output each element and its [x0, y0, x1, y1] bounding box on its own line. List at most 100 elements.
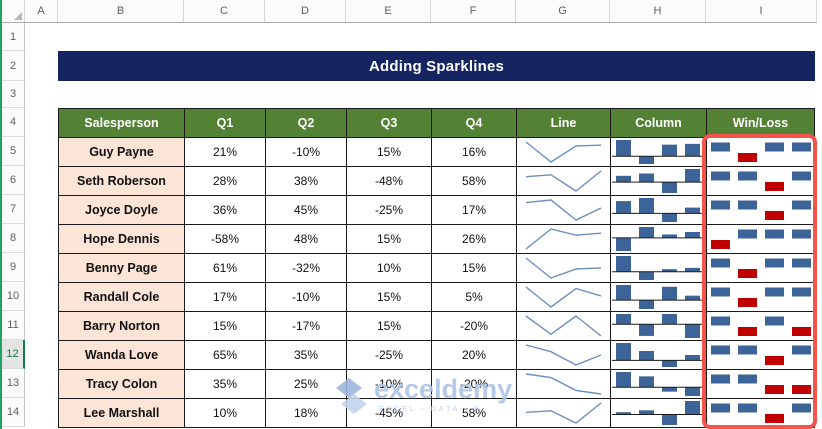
cell-line-sparkline[interactable] [517, 196, 611, 225]
cell-column-sparkline[interactable] [611, 283, 707, 312]
row-header-5[interactable]: 5 [2, 137, 25, 166]
row-header-7[interactable]: 7 [2, 195, 25, 224]
cell-q4[interactable]: 58% [432, 399, 517, 428]
table-header-q4[interactable]: Q4 [432, 109, 517, 138]
row-header-14[interactable]: 14 [2, 398, 25, 427]
cell-q2[interactable]: -10% [266, 283, 347, 312]
row-header-11[interactable]: 11 [2, 311, 25, 340]
cell-q2[interactable]: 38% [266, 167, 347, 196]
cell-q2[interactable]: 48% [266, 225, 347, 254]
cell-q1[interactable]: 65% [185, 341, 266, 370]
table-header-column[interactable]: Column [611, 109, 707, 138]
row-header-9[interactable]: 9 [2, 253, 25, 282]
cell-q3[interactable]: 15% [347, 312, 432, 341]
table-header-win-loss[interactable]: Win/Loss [707, 109, 815, 138]
cell-q3[interactable]: 15% [347, 138, 432, 167]
cell-q1[interactable]: 15% [185, 312, 266, 341]
cell-q1[interactable]: 10% [185, 399, 266, 428]
row-header-1[interactable]: 1 [2, 23, 25, 51]
cell-winloss-sparkline[interactable] [707, 167, 815, 196]
cell-q2[interactable]: 45% [266, 196, 347, 225]
column-header-H[interactable]: H [610, 0, 706, 22]
cell-column-sparkline[interactable] [611, 399, 707, 428]
cell-q4[interactable]: -20% [432, 312, 517, 341]
cell-q1[interactable]: 35% [185, 370, 266, 399]
cell-q4[interactable]: 20% [432, 341, 517, 370]
row-header-10[interactable]: 10 [2, 282, 25, 311]
cell-winloss-sparkline[interactable] [707, 283, 815, 312]
cell-q4[interactable]: 17% [432, 196, 517, 225]
cell-q2[interactable]: -10% [266, 138, 347, 167]
cell-line-sparkline[interactable] [517, 254, 611, 283]
cell-q3[interactable]: -48% [347, 167, 432, 196]
cell-column-sparkline[interactable] [611, 225, 707, 254]
cell-salesperson[interactable]: Barry Norton [59, 312, 185, 341]
table-header-q2[interactable]: Q2 [266, 109, 347, 138]
table-header-q1[interactable]: Q1 [185, 109, 266, 138]
cell-q1[interactable]: 61% [185, 254, 266, 283]
cell-q3[interactable]: -25% [347, 196, 432, 225]
cell-winloss-sparkline[interactable] [707, 254, 815, 283]
cell-column-sparkline[interactable] [611, 138, 707, 167]
column-header-D[interactable]: D [265, 0, 346, 22]
cell-winloss-sparkline[interactable] [707, 399, 815, 428]
column-header-E[interactable]: E [346, 0, 431, 22]
cell-column-sparkline[interactable] [611, 370, 707, 399]
cell-line-sparkline[interactable] [517, 370, 611, 399]
cell-line-sparkline[interactable] [517, 167, 611, 196]
cell-q3[interactable]: 10% [347, 254, 432, 283]
row-header-4[interactable]: 4 [2, 108, 25, 137]
cell-column-sparkline[interactable] [611, 167, 707, 196]
cell-salesperson[interactable]: Joyce Doyle [59, 196, 185, 225]
cell-q1[interactable]: 17% [185, 283, 266, 312]
table-header-line[interactable]: Line [517, 109, 611, 138]
cell-q2[interactable]: 25% [266, 370, 347, 399]
cell-salesperson[interactable]: Tracy Colon [59, 370, 185, 399]
cell-q2[interactable]: -17% [266, 312, 347, 341]
table-header-salesperson[interactable]: Salesperson [59, 109, 185, 138]
cell-q3[interactable]: -10% [347, 370, 432, 399]
select-all-corner[interactable] [2, 0, 25, 22]
cell-q1[interactable]: 21% [185, 138, 266, 167]
cell-line-sparkline[interactable] [517, 341, 611, 370]
row-header-3[interactable]: 3 [2, 81, 25, 108]
cell-salesperson[interactable]: Wanda Love [59, 341, 185, 370]
cell-winloss-sparkline[interactable] [707, 370, 815, 399]
column-header-C[interactable]: C [184, 0, 265, 22]
cell-column-sparkline[interactable] [611, 254, 707, 283]
cell-q1[interactable]: -58% [185, 225, 266, 254]
cell-q1[interactable]: 28% [185, 167, 266, 196]
column-header-I[interactable]: I [706, 0, 817, 22]
cell-q1[interactable]: 36% [185, 196, 266, 225]
cell-line-sparkline[interactable] [517, 283, 611, 312]
cell-column-sparkline[interactable] [611, 341, 707, 370]
cell-winloss-sparkline[interactable] [707, 138, 815, 167]
cell-q4[interactable]: 26% [432, 225, 517, 254]
cell-winloss-sparkline[interactable] [707, 312, 815, 341]
cell-winloss-sparkline[interactable] [707, 225, 815, 254]
cell-line-sparkline[interactable] [517, 312, 611, 341]
cell-q2[interactable]: 35% [266, 341, 347, 370]
column-header-A[interactable]: A [25, 0, 58, 22]
table-header-q3[interactable]: Q3 [347, 109, 432, 138]
row-header-8[interactable]: 8 [2, 224, 25, 253]
cell-salesperson[interactable]: Hope Dennis [59, 225, 185, 254]
cell-line-sparkline[interactable] [517, 225, 611, 254]
cell-q3[interactable]: -25% [347, 341, 432, 370]
cell-salesperson[interactable]: Lee Marshall [59, 399, 185, 428]
cell-q4[interactable]: -20% [432, 370, 517, 399]
row-header-12[interactable]: 12 [2, 340, 25, 369]
title-banner-cell[interactable]: Adding Sparklines [58, 51, 815, 81]
cell-q2[interactable]: 18% [266, 399, 347, 428]
cell-q3[interactable]: 15% [347, 225, 432, 254]
cell-line-sparkline[interactable] [517, 399, 611, 428]
cell-column-sparkline[interactable] [611, 196, 707, 225]
row-header-6[interactable]: 6 [2, 166, 25, 195]
column-header-B[interactable]: B [58, 0, 184, 22]
cell-salesperson[interactable]: Guy Payne [59, 138, 185, 167]
cell-winloss-sparkline[interactable] [707, 341, 815, 370]
cell-salesperson[interactable]: Seth Roberson [59, 167, 185, 196]
cell-column-sparkline[interactable] [611, 312, 707, 341]
row-header-2[interactable]: 2 [2, 51, 25, 81]
row-header-13[interactable]: 13 [2, 369, 25, 398]
